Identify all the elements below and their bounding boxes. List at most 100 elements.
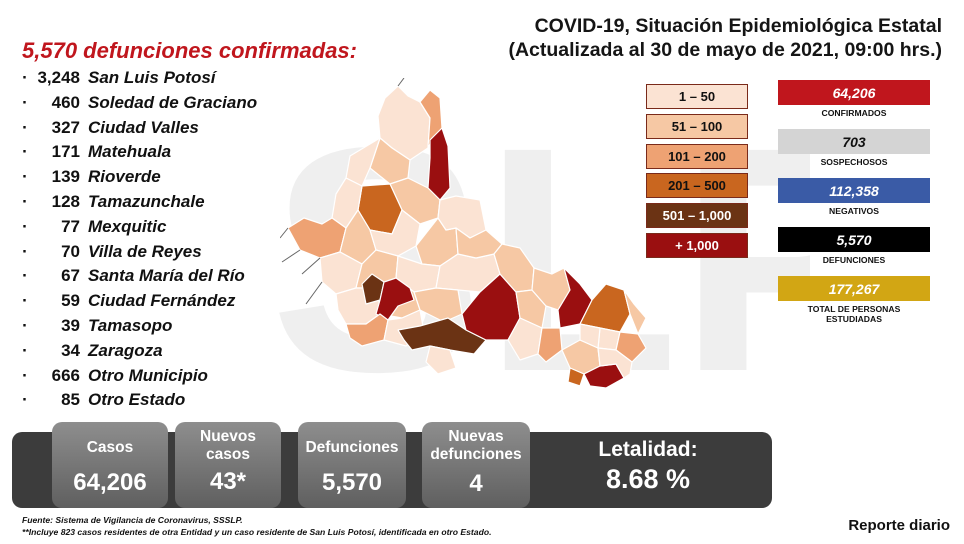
map-region [345,137,381,187]
legend-item: + 1,000 [646,232,748,258]
map-region [579,283,631,333]
municipality-name: Rioverde [88,167,161,187]
map-region [623,289,647,335]
legend-item: 101 – 200 [646,143,748,169]
legend-item: 501 – 1,000 [646,203,748,229]
bullet-icon: · [22,365,28,385]
stat-value: 112,358 [778,178,930,203]
municipality-name: San Luis Potosí [88,68,216,87]
map-region [557,267,593,329]
page-title: COVID-19, Situación Epidemiológica Estat… [508,14,942,62]
bullet-icon: · [22,216,28,236]
stat-value: 177,267 [778,276,930,301]
municipality-row: · 327 Ciudad Valles [20,118,290,143]
municipality-deaths: 59 [61,291,80,311]
municipality-deaths: 666 [51,365,80,385]
municipality-deaths: 70 [61,241,80,261]
municipality-deaths-list: · 3,248 San Luis Potosí · 460 Soledad de Grac… [20,68,290,415]
municipality-name: Mexquitic [88,216,167,236]
legend-item: 51 – 100 [646,113,748,139]
municipality-name: Zaragoza [88,340,163,360]
defunciones-value: 5,570 [321,469,383,496]
defunciones-label: Defunciones [305,439,399,456]
municipality-deaths: 34 [61,340,80,360]
map-region [425,345,457,375]
casos-value: 64,206 [73,469,147,496]
stats-panel: 64,206 CONFIRMADOS 703 SOSPECHOSOS 112,358 NE… [778,80,930,335]
municipality-row: · 70 Villa de Reyes [20,242,290,267]
map-region [537,327,563,363]
nuevas-defunciones-label: Nuevas defunciones [430,428,522,463]
stat-label: DEFUNCIONES [822,255,886,265]
municipality-deaths: 67 [61,266,80,286]
municipality-deaths: 128 [51,191,80,211]
municipality-name: Villa de Reyes [88,241,202,261]
letalidad-panel: Letalidad: 8.68 % [548,432,748,508]
municipality-name: Matehuala [88,142,172,162]
casos-tile: Casos 64,206 [52,422,168,508]
municipality-name: Otro Municipio [88,365,208,385]
map-region [567,367,585,387]
municipality-row: · 77 Mexquitic [20,217,290,242]
municipality-row: · 3,248 San Luis Potosí [20,68,290,93]
municipality-row: · 139 Rioverde [20,167,290,192]
legend-item: 1 – 50 [646,84,748,109]
municipality-deaths: 139 [51,167,80,187]
municipality-name: Ciudad Valles [88,117,199,137]
nuevas-defunciones-tile: Nuevas defunciones 4 [422,422,530,508]
municipality-deaths: 77 [61,216,80,236]
stat-label: CONFIRMADOS [821,108,887,118]
bullet-icon: · [22,390,28,410]
inclusion-note: **Incluye 823 casos residentes de otra E… [22,526,492,537]
municipality-deaths: 327 [51,117,80,137]
municipality-row: · 59 Ciudad Fernández [20,291,290,316]
stat-label: TOTAL DE PERSONAS ESTUDIADAS [807,304,901,324]
deaths-heading: 5,570 defunciones confirmadas: [22,38,357,63]
footnotes: Fuente: Sistema de Vigilancia de Coronav… [22,515,491,538]
bullet-icon: · [22,291,28,311]
municipality-deaths: 460 [51,92,80,112]
municipality-row: · 34 Zaragoza [20,341,290,366]
municipality-row: · 460 Soledad de Graciano [20,93,290,118]
letalidad-label: Letalidad: [598,438,698,461]
map-region [597,347,633,379]
title-line-2: (Actualizada al 30 de mayo de 2021, 09:0… [508,39,942,61]
municipality-row: · 171 Matehuala [20,142,290,167]
map-region [375,277,415,321]
bullet-icon: · [22,315,28,335]
source-note: Fuente: Sistema de Vigilancia de Coronav… [22,515,243,525]
municipality-name: Santa María del Río [88,266,245,286]
bullet-icon: · [22,191,28,211]
stat-value: 703 [778,129,930,154]
title-line-1: COVID-19, Situación Epidemiológica Estat… [534,15,942,37]
map-region [397,317,487,355]
municipality-row: · 39 Tamasopo [20,316,290,341]
nuevos-casos-tile: Nuevos casos 43* [175,422,281,508]
bullet-icon: · [22,117,28,137]
stat-value: 5,570 [778,227,930,252]
bullet-icon: · [22,68,28,87]
bullet-icon: · [22,167,28,187]
legend-item: 201 – 500 [646,173,748,199]
nuevas-defunciones-value: 4 [469,470,483,497]
letalidad-value: 8.68 % [605,464,691,494]
bullet-icon: · [22,92,28,112]
municipality-name: Ciudad Fernández [88,291,236,311]
municipality-deaths: 85 [61,390,80,410]
report-label: Reporte diario [848,517,950,534]
stat-label: NEGATIVOS [829,206,879,216]
municipality-deaths: 171 [51,142,80,162]
municipality-deaths: 39 [61,315,80,335]
municipality-row: · 128 Tamazunchale [20,192,290,217]
bullet-icon: · [22,241,28,261]
state-map [280,78,647,389]
municipality-row: · 85 Otro Estado [20,390,290,415]
map-region [515,289,547,329]
bullet-icon: · [22,266,28,286]
map-region [455,227,503,259]
municipality-deaths: 3,248 [37,68,80,87]
municipality-name: Tamazunchale [88,191,205,211]
municipality-row: · 666 Otro Municipio [20,366,290,391]
map-region [427,127,451,201]
bullet-icon: · [22,142,28,162]
